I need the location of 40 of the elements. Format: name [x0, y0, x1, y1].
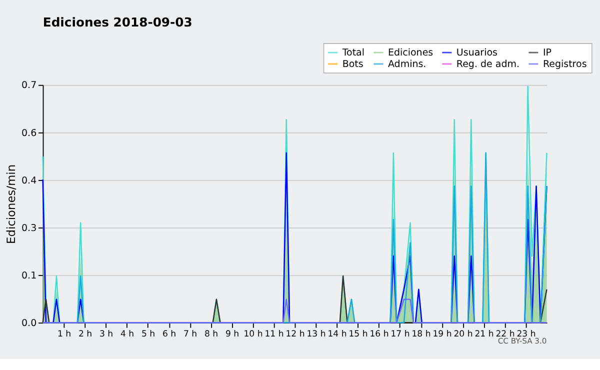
- legend-label: Reg. de adm.: [456, 58, 520, 70]
- y-tick-label: 0.0: [22, 318, 37, 329]
- legend-label: Total: [341, 47, 364, 58]
- x-tick-label: 23 h: [516, 329, 536, 340]
- y-tick-label: 0.6: [22, 128, 37, 139]
- y-tick-label: 0.7: [22, 80, 37, 92]
- x-tick-label: 14 h: [328, 329, 347, 340]
- legend-label: IP: [542, 47, 552, 58]
- chart-title: Ediciones 2018-09-03: [42, 15, 192, 30]
- x-tick-label: 7 h: [183, 329, 198, 340]
- x-tick-label: 13 h: [306, 329, 326, 340]
- y-axis-title: Ediciones/min: [4, 164, 18, 244]
- x-tick-label: 4 h: [120, 329, 134, 340]
- x-tick-label: 11 h: [264, 329, 284, 340]
- x-tick-label: 1 h: [57, 329, 72, 340]
- legend-label: Ediciones: [388, 47, 434, 58]
- x-tick-label: 15 h: [348, 329, 368, 340]
- y-tick-label: 0.1: [22, 270, 37, 282]
- x-tick-label: 22 h: [496, 329, 515, 340]
- x-tick-label: 8 h: [204, 329, 218, 340]
- legend-label: Admins.: [388, 58, 426, 70]
- text: CC BY-SA 3.0: [498, 336, 547, 346]
- x-tick-label: 21 h: [474, 329, 494, 340]
- legend-label: Bots: [342, 58, 364, 70]
- x-tick-label: 2 h: [78, 329, 92, 340]
- x-tick-label: 6 h: [162, 329, 176, 340]
- y-tick-label: 0.4: [22, 175, 37, 186]
- legend-label: Registros: [542, 58, 587, 70]
- x-tick-label: 16 h: [370, 329, 389, 340]
- x-tick-label: 18 h: [412, 329, 431, 340]
- x-tick-label: 5 h: [141, 329, 156, 340]
- y-tick-label: 0.3: [22, 222, 37, 234]
- x-tick-label: 20 h: [454, 329, 473, 340]
- x-tick-label: 17 h: [390, 329, 410, 340]
- x-tick-label: 10 h: [244, 329, 263, 340]
- x-tick-label: 3 h: [99, 329, 114, 340]
- x-tick-label: 12 h: [286, 329, 305, 340]
- legend-label: Usuarios: [456, 47, 498, 58]
- x-tick-label: 9 h: [225, 329, 240, 340]
- x-tick-label: 19 h: [432, 329, 452, 340]
